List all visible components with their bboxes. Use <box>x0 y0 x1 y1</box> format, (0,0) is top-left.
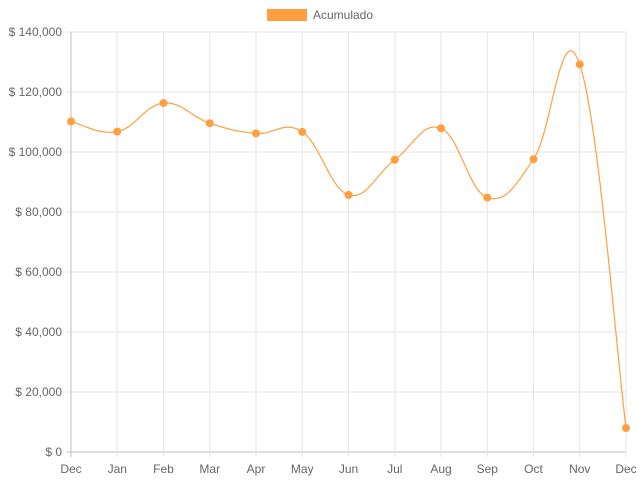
x-tick-label: Jan <box>108 462 127 476</box>
y-tick-label: $ 100,000 <box>9 145 63 159</box>
data-point <box>344 190 353 199</box>
y-tick-label: $ 0 <box>45 445 62 459</box>
data-point <box>159 99 168 108</box>
x-tick-label: Apr <box>247 462 266 476</box>
data-point <box>437 124 445 133</box>
x-tick-label: Dec <box>615 462 636 476</box>
data-point <box>575 60 584 69</box>
y-tick-label: $ 40,000 <box>15 325 62 339</box>
data-point <box>252 129 260 138</box>
data-point <box>298 127 307 136</box>
x-tick-label: Nov <box>569 462 590 476</box>
x-tick-label: Mar <box>199 462 220 476</box>
data-point <box>205 119 214 128</box>
x-tick-label: Sep <box>477 462 499 476</box>
x-tick-label: May <box>291 462 314 476</box>
x-tick-label: Jun <box>339 462 358 476</box>
x-tick-label: Feb <box>153 462 174 476</box>
data-point <box>483 193 492 202</box>
y-tick-label: $ 80,000 <box>15 205 62 219</box>
data-point <box>67 117 75 126</box>
legend[interactable]: Acumulado <box>0 8 640 22</box>
data-point <box>390 155 399 164</box>
x-tick-label: Oct <box>524 462 543 476</box>
y-tick-label: $ 20,000 <box>15 385 62 399</box>
legend-label: Acumulado <box>312 8 374 22</box>
data-point <box>113 127 122 136</box>
data-point <box>529 155 538 164</box>
y-tick-label: $ 120,000 <box>9 85 63 99</box>
data-point <box>622 424 630 432</box>
y-tick-label: $ 60,000 <box>15 265 62 279</box>
x-tick-label: Dec <box>60 462 81 476</box>
y-tick-label: $ 140,000 <box>9 25 63 39</box>
x-tick-label: Jul <box>387 462 402 476</box>
legend-swatch <box>266 9 307 21</box>
x-tick-label: Aug <box>430 462 451 476</box>
